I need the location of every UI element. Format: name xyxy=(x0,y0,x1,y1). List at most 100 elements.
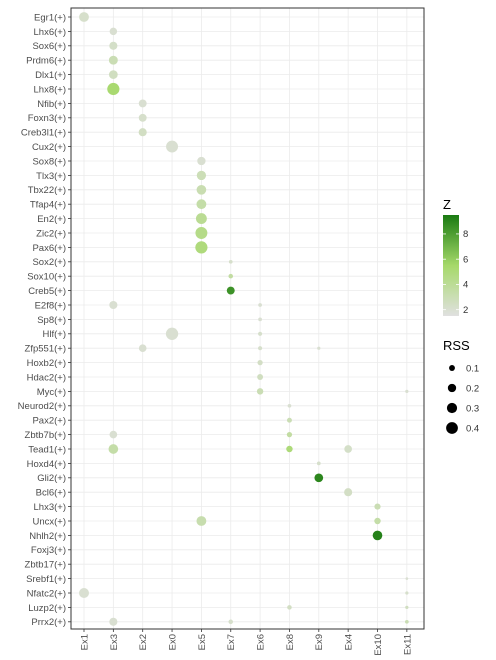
data-point xyxy=(138,344,147,353)
y-tick-label: Neurod2(+) xyxy=(18,401,66,412)
data-point xyxy=(195,213,207,225)
data-point xyxy=(404,619,409,624)
y-tick-label: Lhx8(+) xyxy=(34,84,66,95)
y-tick-label: Srebf1(+) xyxy=(26,574,66,585)
x-tick-label: Ex5 xyxy=(197,634,208,650)
color-tick-label: 6 xyxy=(463,254,468,265)
size-legend-label: 0.3 xyxy=(466,403,479,414)
data-point xyxy=(108,55,118,65)
y-tick-label: Zbtb7b(+) xyxy=(25,430,66,441)
data-point xyxy=(374,503,381,510)
data-point xyxy=(256,388,264,395)
x-tick-label: Ex10 xyxy=(373,634,384,656)
y-tick-label: Tlx3(+) xyxy=(36,171,66,182)
data-point xyxy=(344,445,352,453)
size-legend-label: 0.2 xyxy=(466,383,479,394)
data-point xyxy=(287,403,292,408)
data-point xyxy=(107,82,120,96)
data-point xyxy=(287,605,292,610)
data-point xyxy=(286,431,293,438)
data-point xyxy=(109,41,118,50)
x-tick-label: Ex6 xyxy=(256,634,267,650)
y-tick-label: Luzp2(+) xyxy=(28,603,66,614)
y-tick-label: Prdm6(+) xyxy=(26,56,66,67)
color-legend-title: Z xyxy=(443,197,451,212)
y-tick-label: Creb3l1(+) xyxy=(21,128,66,139)
data-point xyxy=(197,156,206,166)
y-tick-label: Gli2(+) xyxy=(37,473,66,484)
data-point xyxy=(258,317,262,322)
y-tick-label: Uncx(+) xyxy=(32,516,66,527)
x-tick-label: Ex1 xyxy=(79,634,90,650)
x-tick-label: Ex0 xyxy=(167,634,178,650)
y-tick-label: Cux2(+) xyxy=(32,142,66,153)
y-tick-label: Nhlh2(+) xyxy=(29,531,66,542)
y-tick-label: Bcl6(+) xyxy=(36,488,66,499)
y-tick-label: Prrx2(+) xyxy=(31,617,66,628)
data-point xyxy=(166,140,179,153)
data-point xyxy=(108,444,119,454)
y-tick-label: Hoxd4(+) xyxy=(27,459,66,470)
data-point xyxy=(374,517,381,525)
x-tick-label: Ex3 xyxy=(109,634,120,650)
y-tick-label: Foxn3(+) xyxy=(28,113,66,124)
y-tick-label: En2(+) xyxy=(37,214,66,225)
size-legend-dot xyxy=(446,422,458,434)
size-legend-label: 0.4 xyxy=(466,423,479,434)
data-point xyxy=(228,273,234,279)
color-legend: Z 2 4 6 8 xyxy=(443,197,468,316)
data-point xyxy=(344,488,353,497)
y-tick-label: Creb5(+) xyxy=(28,286,66,297)
grid-lines xyxy=(71,8,424,629)
data-point xyxy=(138,128,147,137)
data-point xyxy=(196,516,207,526)
data-points xyxy=(78,12,409,626)
y-tick-label: Tead1(+) xyxy=(28,444,66,455)
data-point xyxy=(405,389,409,394)
y-tick-label: Sox6(+) xyxy=(32,41,66,52)
data-point xyxy=(286,417,292,423)
data-point xyxy=(317,346,321,350)
data-point xyxy=(258,331,263,336)
y-tick-label: Dlx1(+) xyxy=(35,70,66,81)
color-tick-label: 2 xyxy=(463,305,468,316)
size-legend-dot xyxy=(446,402,458,414)
data-point xyxy=(405,605,409,610)
data-point xyxy=(228,619,234,625)
color-tick-label: 8 xyxy=(463,229,468,240)
y-tick-label: Egr1(+) xyxy=(34,12,66,23)
y-tick-label: Zfp551(+) xyxy=(25,344,66,355)
color-bar xyxy=(443,215,459,316)
y-tick-label: Sox2(+) xyxy=(32,257,66,268)
data-point xyxy=(286,445,293,453)
y-tick-label: Lhx6(+) xyxy=(34,27,66,38)
data-point xyxy=(109,430,118,439)
data-point xyxy=(195,241,208,254)
x-tick-label: Ex11 xyxy=(402,634,413,655)
data-point xyxy=(314,473,324,483)
y-tick-label: Lhx3(+) xyxy=(34,502,66,513)
size-legend-dot xyxy=(449,365,455,371)
data-point xyxy=(108,70,118,79)
x-tick-label: Ex7 xyxy=(226,634,237,650)
data-point xyxy=(228,259,233,264)
data-point xyxy=(372,530,383,541)
y-tick-label: Tfap4(+) xyxy=(30,200,66,211)
y-tick-label: Nfib(+) xyxy=(37,99,66,110)
size-legend-label: 0.1 xyxy=(466,363,479,374)
data-point xyxy=(196,199,207,210)
y-axis: Egr1(+) Lhx6(+) Sox6(+) Prdm6(+) Dlx1(+) Lhx8… xyxy=(18,12,71,628)
x-tick-label: Ex9 xyxy=(314,634,325,650)
x-tick-label: Ex2 xyxy=(138,634,149,650)
y-tick-label: Hlf(+) xyxy=(43,329,67,340)
y-tick-label: Pax6(+) xyxy=(32,243,66,254)
y-tick-label: Tbx22(+) xyxy=(28,185,66,196)
color-tick-label: 4 xyxy=(463,280,468,291)
data-point xyxy=(196,184,207,195)
y-tick-label: Sox8(+) xyxy=(32,156,66,167)
x-tick-label: Ex4 xyxy=(344,634,355,650)
data-point xyxy=(226,286,235,295)
data-point xyxy=(405,577,409,580)
